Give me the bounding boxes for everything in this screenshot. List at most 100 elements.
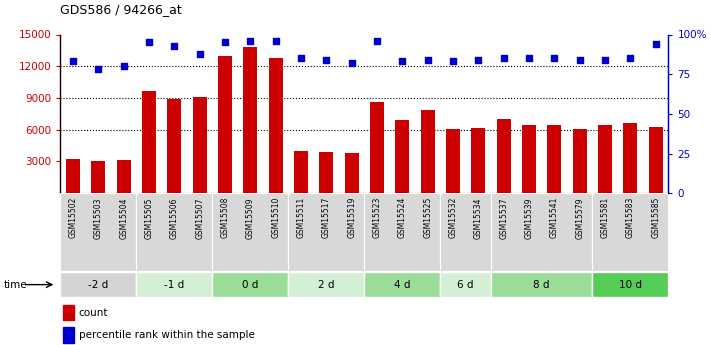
Bar [117, 160, 131, 193]
Bar [370, 102, 384, 193]
Bar [491, 272, 592, 297]
Point [194, 51, 205, 56]
Text: GSM15524: GSM15524 [398, 197, 407, 238]
Bar [440, 272, 491, 297]
Point [371, 38, 383, 43]
Point [447, 59, 459, 64]
Text: GSM15502: GSM15502 [68, 197, 77, 238]
Bar [345, 153, 358, 193]
Text: GSM15534: GSM15534 [474, 197, 483, 239]
Point [650, 41, 661, 47]
Bar [592, 272, 668, 297]
Text: 4 d: 4 d [394, 280, 411, 289]
Text: GSM15583: GSM15583 [626, 197, 635, 238]
Bar [446, 129, 460, 193]
Bar [213, 272, 289, 297]
Point [220, 40, 231, 45]
Text: GSM15507: GSM15507 [196, 197, 204, 239]
Text: GSM15519: GSM15519 [347, 197, 356, 238]
Bar [624, 124, 637, 193]
Text: GSM15581: GSM15581 [601, 197, 609, 238]
Bar [218, 56, 232, 193]
Point [346, 60, 358, 66]
Text: GSM15541: GSM15541 [550, 197, 559, 238]
Bar [522, 126, 536, 193]
Point [574, 57, 585, 63]
Bar [137, 193, 213, 271]
Point [169, 43, 180, 48]
Text: count: count [79, 308, 108, 318]
Bar [598, 126, 612, 193]
Point [321, 57, 332, 63]
Text: GSM15511: GSM15511 [296, 197, 306, 238]
Bar [319, 152, 333, 193]
Bar [573, 129, 587, 193]
Text: GSM15539: GSM15539 [525, 197, 533, 239]
Text: GSM15585: GSM15585 [651, 197, 661, 238]
Bar [63, 327, 75, 343]
Bar [547, 125, 561, 193]
Bar [60, 272, 137, 297]
Point [245, 38, 256, 43]
Bar [137, 272, 213, 297]
Text: GSM15505: GSM15505 [144, 197, 154, 239]
Bar [243, 47, 257, 193]
Point [118, 63, 129, 69]
Bar [294, 151, 308, 193]
Text: GDS586 / 94266_at: GDS586 / 94266_at [60, 3, 182, 17]
Bar [168, 99, 181, 193]
Bar [440, 193, 491, 271]
Bar [421, 110, 434, 193]
Text: GSM15537: GSM15537 [499, 197, 508, 239]
Bar [497, 119, 510, 193]
Point [68, 59, 79, 64]
Point [270, 38, 282, 43]
Text: GSM15532: GSM15532 [449, 197, 458, 238]
Bar [364, 193, 440, 271]
Text: percentile rank within the sample: percentile rank within the sample [79, 330, 255, 340]
Text: GSM15504: GSM15504 [119, 197, 128, 239]
Text: 6 d: 6 d [457, 280, 474, 289]
Text: GSM15506: GSM15506 [170, 197, 179, 239]
Bar [471, 128, 486, 193]
Point [498, 56, 509, 61]
Text: GSM15510: GSM15510 [271, 197, 280, 238]
Bar [648, 127, 663, 193]
Bar [60, 193, 137, 271]
Point [397, 59, 408, 64]
Bar [364, 272, 440, 297]
Text: GSM15579: GSM15579 [575, 197, 584, 239]
Text: -1 d: -1 d [164, 280, 185, 289]
Bar [193, 97, 207, 193]
Bar [395, 120, 410, 193]
Bar [289, 272, 365, 297]
Point [92, 67, 104, 72]
Point [422, 57, 434, 63]
Text: 8 d: 8 d [533, 280, 550, 289]
Bar [142, 91, 156, 193]
Bar [491, 193, 592, 271]
Text: GSM15503: GSM15503 [94, 197, 103, 239]
Point [473, 57, 484, 63]
Point [625, 56, 636, 61]
Bar [213, 193, 289, 271]
Text: 2 d: 2 d [318, 280, 335, 289]
Text: GSM15517: GSM15517 [322, 197, 331, 238]
Bar [592, 193, 668, 271]
Text: GSM15508: GSM15508 [220, 197, 230, 238]
Text: -2 d: -2 d [88, 280, 109, 289]
Bar [66, 159, 80, 193]
Bar [63, 305, 75, 320]
Bar [92, 161, 105, 193]
Text: 0 d: 0 d [242, 280, 259, 289]
Bar [269, 58, 283, 193]
Text: time: time [4, 280, 27, 289]
Text: GSM15523: GSM15523 [373, 197, 382, 238]
Point [549, 56, 560, 61]
Point [295, 56, 306, 61]
Text: GSM15509: GSM15509 [246, 197, 255, 239]
Text: 10 d: 10 d [619, 280, 642, 289]
Point [144, 40, 155, 45]
Text: GSM15525: GSM15525 [423, 197, 432, 238]
Bar [289, 193, 365, 271]
